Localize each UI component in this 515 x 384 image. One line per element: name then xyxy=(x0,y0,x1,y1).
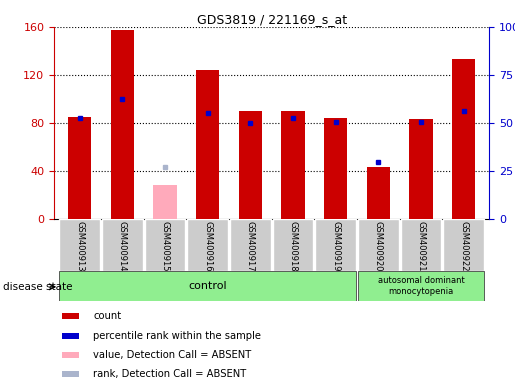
FancyBboxPatch shape xyxy=(358,271,484,301)
FancyBboxPatch shape xyxy=(358,219,399,271)
Bar xyxy=(62,313,79,319)
Bar xyxy=(111,30,134,219)
Bar xyxy=(62,352,79,358)
Bar xyxy=(153,185,177,219)
Text: control: control xyxy=(188,281,227,291)
Text: value, Detection Call = ABSENT: value, Detection Call = ABSENT xyxy=(93,350,251,360)
Text: GSM400920: GSM400920 xyxy=(374,222,383,272)
Title: GDS3819 / 221169_s_at: GDS3819 / 221169_s_at xyxy=(197,13,347,26)
Text: autosomal dominant
monocytopenia: autosomal dominant monocytopenia xyxy=(377,276,465,296)
Text: percentile rank within the sample: percentile rank within the sample xyxy=(93,331,261,341)
FancyBboxPatch shape xyxy=(230,219,271,271)
Text: count: count xyxy=(93,311,122,321)
FancyBboxPatch shape xyxy=(59,219,100,271)
Text: rank, Detection Call = ABSENT: rank, Detection Call = ABSENT xyxy=(93,369,247,379)
Text: GSM400913: GSM400913 xyxy=(75,222,84,272)
FancyBboxPatch shape xyxy=(272,219,314,271)
Bar xyxy=(324,118,348,219)
FancyBboxPatch shape xyxy=(401,219,441,271)
Text: GSM400919: GSM400919 xyxy=(331,222,340,272)
Bar xyxy=(367,167,390,219)
Bar xyxy=(68,117,91,219)
Text: GSM400918: GSM400918 xyxy=(288,222,298,272)
Text: GSM400916: GSM400916 xyxy=(203,222,212,272)
FancyBboxPatch shape xyxy=(59,271,356,301)
Bar xyxy=(281,111,305,219)
Bar xyxy=(62,333,79,339)
Text: GSM400914: GSM400914 xyxy=(118,222,127,272)
Bar xyxy=(196,70,219,219)
Bar xyxy=(238,111,262,219)
Text: disease state: disease state xyxy=(3,282,72,292)
Text: GSM400917: GSM400917 xyxy=(246,222,255,272)
Bar xyxy=(452,59,475,219)
FancyBboxPatch shape xyxy=(443,219,484,271)
FancyBboxPatch shape xyxy=(102,219,143,271)
FancyBboxPatch shape xyxy=(145,219,185,271)
Text: GSM400921: GSM400921 xyxy=(417,222,425,272)
Bar xyxy=(409,119,433,219)
Text: GSM400915: GSM400915 xyxy=(161,222,169,272)
Bar xyxy=(62,371,79,377)
Text: GSM400922: GSM400922 xyxy=(459,222,468,272)
FancyBboxPatch shape xyxy=(315,219,356,271)
FancyBboxPatch shape xyxy=(187,219,228,271)
